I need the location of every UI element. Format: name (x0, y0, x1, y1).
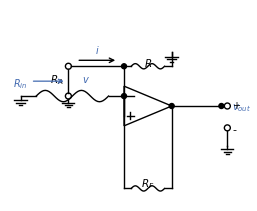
Text: $v_{out}$: $v_{out}$ (232, 102, 251, 114)
Text: $R$: $R$ (144, 57, 152, 69)
Text: -: - (232, 125, 236, 135)
Circle shape (169, 104, 174, 108)
Circle shape (122, 64, 126, 69)
Text: $R_F$: $R_F$ (141, 178, 155, 191)
Circle shape (122, 94, 126, 99)
Text: $i$: $i$ (95, 44, 99, 56)
Text: +: + (232, 101, 240, 111)
Circle shape (219, 104, 224, 108)
Text: $R_A$: $R_A$ (50, 73, 64, 87)
Text: $v$: $v$ (82, 75, 90, 85)
Text: $R_{in}$: $R_{in}$ (13, 77, 27, 91)
